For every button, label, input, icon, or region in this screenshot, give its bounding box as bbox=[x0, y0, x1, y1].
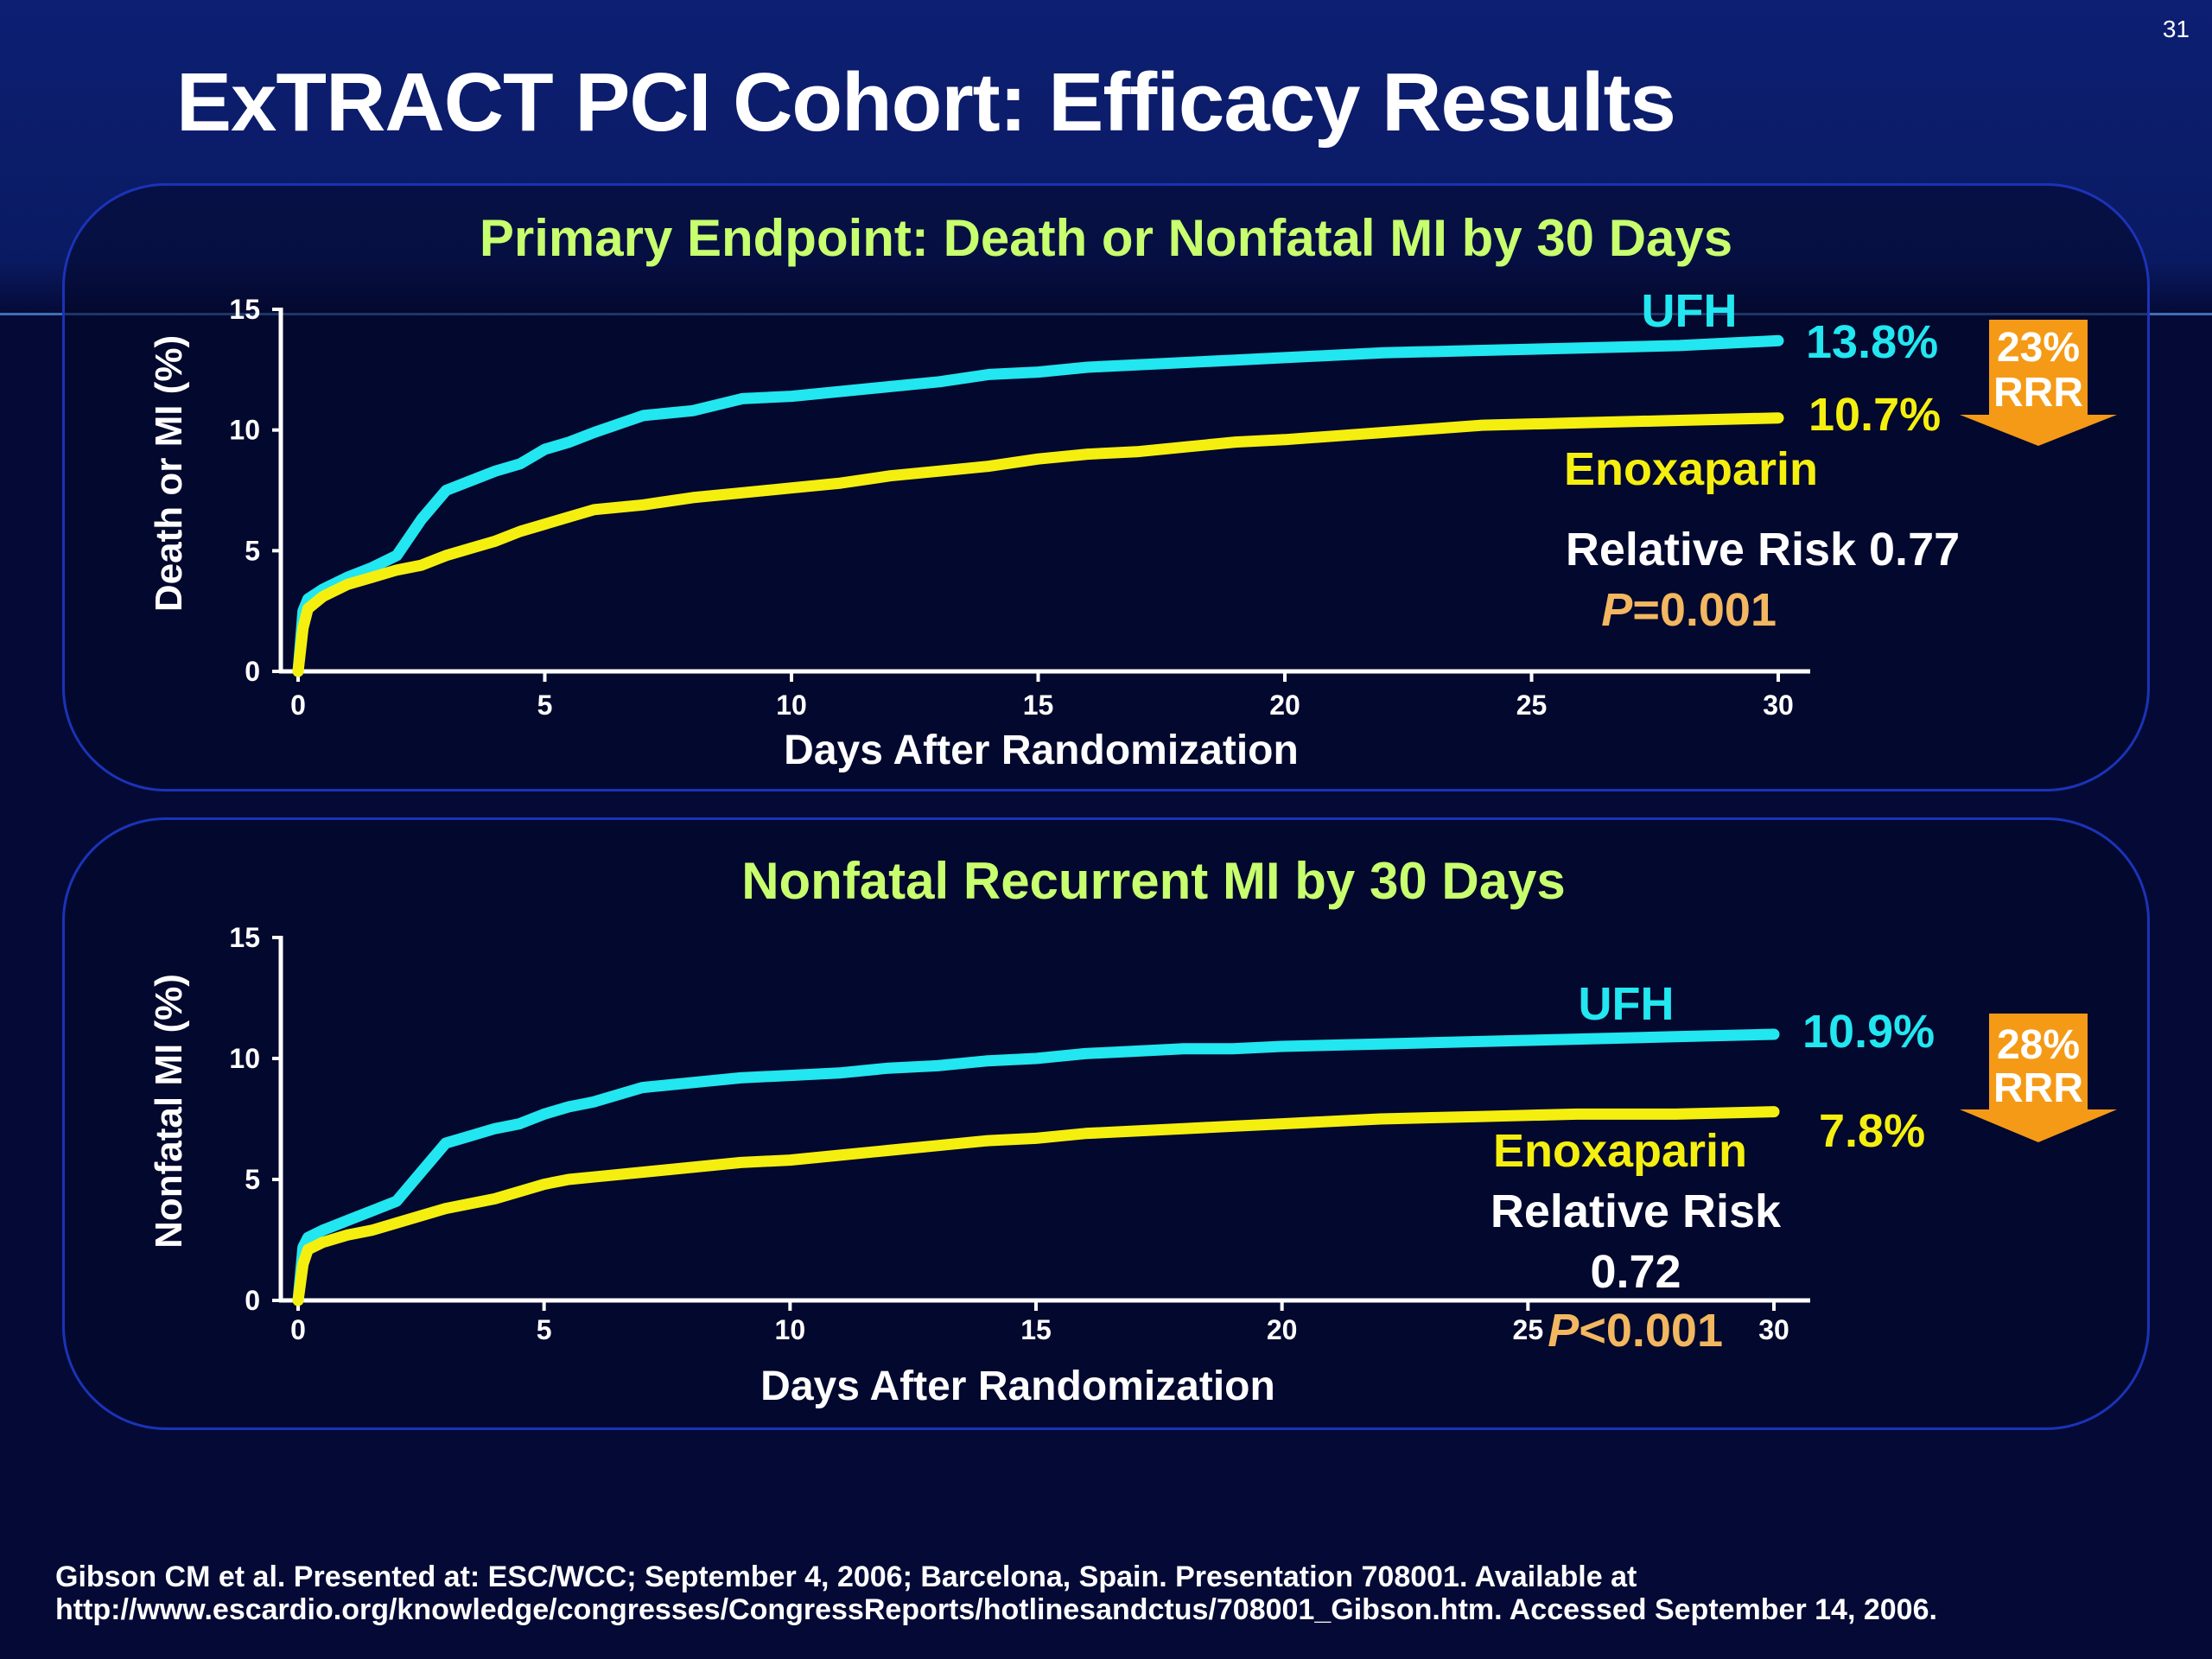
chart-1-ufh-end-label: 13.8% bbox=[1806, 316, 1938, 368]
chart-1-y-tick-label: 0 bbox=[245, 656, 260, 687]
chart-2-x-tick-label: 20 bbox=[1267, 1314, 1298, 1345]
chart-2-rrr-label: RRR bbox=[1993, 1065, 2083, 1111]
chart-2-ylabel: Nonfatal MI (%) bbox=[148, 974, 190, 1249]
chart-2-xlabel: Days After Randomization bbox=[760, 1363, 1275, 1409]
chart-2-y-tick-label: 5 bbox=[245, 1164, 260, 1195]
chart-2-p-number: <0.001 bbox=[1579, 1305, 1723, 1357]
chart-2-x-tick-label: 25 bbox=[1513, 1314, 1544, 1345]
citation-line-1: Gibson CM et al. Presented at: ESC/WCC; … bbox=[55, 1560, 1637, 1593]
nonfatal-mi-panel bbox=[62, 817, 2150, 1430]
chart-1-x-tick-label: 5 bbox=[537, 690, 553, 721]
chart-2-enox-label: Enoxaparin bbox=[1493, 1125, 1747, 1177]
chart-1-x-tick-label: 10 bbox=[776, 690, 807, 721]
chart-1-title: Primary Endpoint: Death or Nonfatal MI b… bbox=[480, 209, 1732, 267]
chart-1-rrr-label: RRR bbox=[1993, 370, 2083, 416]
chart-1-enoxaparin-line bbox=[292, 412, 1784, 677]
chart-1: Primary Endpoint: Death or Nonfatal MI b… bbox=[148, 209, 2117, 773]
chart-1-enox-label: Enoxaparin bbox=[1564, 443, 1818, 495]
chart-1-p-number: =0.001 bbox=[1632, 584, 1777, 636]
citation-line-2: http://www.escardio.org/knowledge/congre… bbox=[55, 1593, 1937, 1626]
chart-2-x-tick-label: 15 bbox=[1020, 1314, 1052, 1345]
chart-1-xlabel: Days After Randomization bbox=[784, 728, 1299, 773]
chart-1-series bbox=[292, 334, 1784, 677]
chart-1-p-value: P=0.001 bbox=[1601, 584, 1777, 636]
chart-1-ufh-line bbox=[292, 334, 1784, 677]
chart-1-ylabel: Death or MI (%) bbox=[148, 335, 190, 612]
chart-2-ufh-end-label: 10.9% bbox=[1802, 1006, 1935, 1058]
chart-2-rrr-percent: 28% bbox=[1997, 1022, 2080, 1068]
primary-endpoint-panel bbox=[62, 183, 2150, 791]
chart-2-enox-end-label: 7.8% bbox=[1819, 1105, 1925, 1157]
chart-1-x-tick-label: 30 bbox=[1763, 690, 1794, 721]
citation-footnote: Gibson CM et al. Presented at: ESC/WCC; … bbox=[55, 1560, 1937, 1626]
chart-1-rrr-percent: 23% bbox=[1997, 325, 2080, 371]
chart-2-relative-risk-line1: Relative Risk bbox=[1491, 1185, 1782, 1237]
chart-2-y-tick-label: 15 bbox=[229, 922, 260, 953]
chart-1-axes: 0 5 10 15 0 5 10 15 20 25 30 bbox=[229, 294, 1810, 721]
chart-2-ufh-label: UFH bbox=[1579, 978, 1675, 1030]
chart-2-title: Nonfatal Recurrent MI by 30 Days bbox=[741, 852, 1566, 910]
chart-1-relative-risk: Relative Risk 0.77 bbox=[1566, 524, 1960, 575]
chart-2-axes: 0 5 10 15 0 5 10 15 20 25 30 bbox=[229, 922, 1810, 1345]
chart-1-enox-end-label: 10.7% bbox=[1808, 389, 1941, 441]
chart-2-rrr-arrow bbox=[1960, 1014, 2117, 1142]
chart-2-x-tick-label: 10 bbox=[775, 1314, 806, 1345]
chart-2-y-tick-label: 10 bbox=[229, 1043, 260, 1074]
slide-title: ExTRACT PCI Cohort: Efficacy Results bbox=[176, 56, 1676, 149]
chart-2-ufh-line bbox=[292, 1028, 1780, 1306]
chart-2-x-tick-label: 30 bbox=[1758, 1314, 1789, 1345]
chart-2-enoxaparin-line bbox=[292, 1106, 1780, 1306]
chart-1-x-tick-label: 25 bbox=[1516, 690, 1548, 721]
chart-2-y-tick-label: 0 bbox=[245, 1285, 260, 1316]
chart-1-x-tick-label: 20 bbox=[1269, 690, 1300, 721]
chart-2-relative-risk-line2: 0.72 bbox=[1590, 1246, 1681, 1298]
chart-1-p-italic: P bbox=[1601, 584, 1633, 636]
chart-2-series bbox=[292, 1028, 1780, 1306]
chart-1-y-tick-label: 5 bbox=[245, 535, 260, 566]
chart-2-p-italic: P bbox=[1548, 1305, 1580, 1357]
chart-1-ufh-label: UFH bbox=[1642, 285, 1738, 337]
chart-1-y-tick-label: 10 bbox=[229, 415, 260, 446]
chart-2-x-tick-label: 0 bbox=[290, 1314, 306, 1345]
chart-2-x-tick-label: 5 bbox=[537, 1314, 552, 1345]
chart-2: Nonfatal Recurrent MI by 30 Days Nonfata… bbox=[148, 852, 2117, 1409]
chart-2-p-value: P<0.001 bbox=[1548, 1305, 1723, 1357]
slide-number: 31 bbox=[2162, 16, 2190, 42]
chart-1-x-tick-label: 15 bbox=[1023, 690, 1054, 721]
chart-1-x-tick-label: 0 bbox=[290, 690, 306, 721]
chart-1-rrr-arrow bbox=[1960, 320, 2117, 446]
chart-1-y-tick-label: 15 bbox=[229, 294, 260, 325]
